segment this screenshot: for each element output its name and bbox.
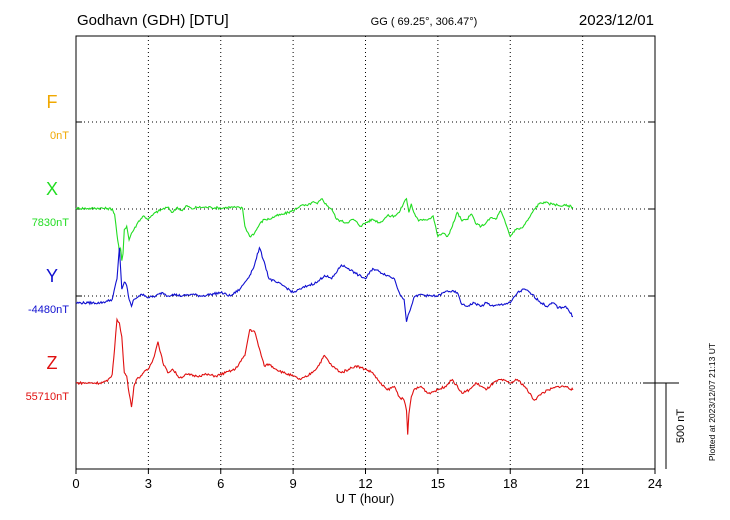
plotted-timestamp: Plotted at 2023/12/07 21:13 UT [707, 343, 717, 461]
x-tick-label: 12 [358, 476, 372, 491]
title-date: 2023/12/01 [579, 12, 654, 29]
x-tick-label: 18 [503, 476, 517, 491]
series-baseline-y: -4480nT [28, 304, 69, 316]
scale-bar-label: 500 nT [675, 409, 687, 444]
series-labels: F 0nT X 7830nT Y -4480nT Z 55710nT [26, 92, 70, 403]
x-tick-label: 24 [648, 476, 662, 491]
x-tick-label: 0 [72, 476, 79, 491]
series-name-x: X [46, 179, 58, 199]
series-baseline-z: 55710nT [26, 391, 70, 403]
series-baseline-x: 7830nT [32, 217, 70, 229]
x-tick-label: 3 [145, 476, 152, 491]
scale-bar: 500 nT [643, 382, 687, 469]
x-axis-label: U T (hour) [336, 491, 395, 506]
x-tick-label: 15 [431, 476, 445, 491]
series-name-f: F [47, 92, 58, 112]
grid [76, 36, 655, 469]
title-station: Godhavn (GDH) [DTU] [77, 12, 229, 29]
series-line-y [75, 246, 574, 322]
x-tick-label: 9 [290, 476, 297, 491]
series-line-z [75, 317, 574, 435]
series-name-z: Z [47, 353, 58, 373]
title-coordinates: GG ( 69.25°, 306.47°) [371, 16, 478, 28]
x-tick-label: 6 [217, 476, 224, 491]
series-name-y: Y [46, 266, 58, 286]
series-line-x [75, 197, 574, 261]
series-lines [75, 197, 574, 435]
x-tick-label: 21 [575, 476, 589, 491]
x-axis: 0 3 6 9 12 15 18 21 24 [72, 469, 662, 491]
series-baseline-f: 0nT [50, 130, 69, 142]
